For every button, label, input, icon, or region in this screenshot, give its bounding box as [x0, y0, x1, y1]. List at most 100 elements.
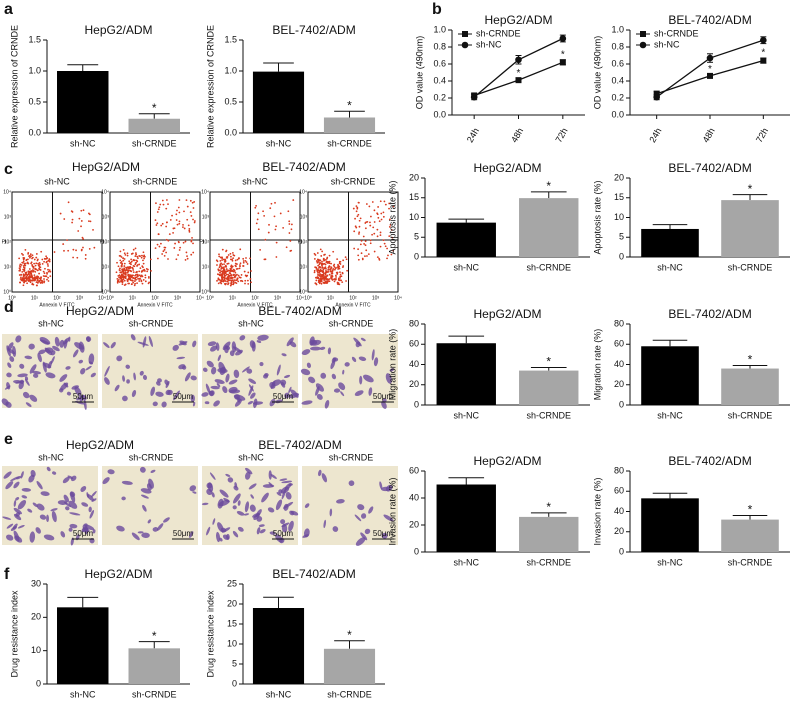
cell	[165, 389, 171, 396]
cell-dot	[273, 215, 276, 218]
cell-dot	[160, 242, 162, 245]
cell-dot	[130, 253, 133, 255]
cell-dot	[118, 254, 121, 257]
cell-dot	[232, 257, 235, 260]
cell	[217, 522, 224, 533]
cell-dot	[22, 273, 25, 276]
y-axis-label: PI	[200, 239, 205, 245]
cell-dot	[359, 243, 362, 246]
cell-dot	[290, 228, 293, 231]
cell	[20, 471, 24, 479]
cell-dot	[370, 215, 372, 218]
cell-dot	[235, 268, 238, 270]
cell	[29, 364, 37, 374]
cell-dot	[339, 273, 342, 276]
cell-dot	[316, 270, 319, 273]
cell-dot	[330, 276, 332, 279]
cell	[50, 356, 55, 365]
significance-mark: *	[708, 64, 712, 75]
x-tick-label: sh-CRNDE	[526, 557, 571, 567]
cell	[237, 526, 244, 532]
cell-dot	[339, 263, 342, 265]
x-tick-label: sh-NC	[266, 138, 292, 148]
cell	[189, 531, 194, 538]
cell-dot	[178, 211, 181, 214]
cell-dot	[245, 257, 247, 259]
cell	[206, 360, 214, 368]
bar	[323, 117, 376, 133]
cell	[164, 379, 169, 386]
cell-dot	[369, 221, 371, 224]
cell-dot	[239, 279, 242, 282]
cell	[327, 347, 332, 355]
cell-dot	[161, 199, 164, 202]
cell-dot	[29, 256, 31, 259]
cell-dot	[173, 227, 176, 230]
y-tick-label: 0.6	[611, 58, 624, 68]
cell-dot	[249, 257, 251, 260]
cell	[139, 466, 146, 473]
cell	[332, 357, 339, 362]
cell-dot	[323, 267, 325, 270]
condition-label: sh-NC	[44, 176, 70, 186]
y-tick-label: 0.8	[611, 41, 624, 51]
cell-dot	[139, 267, 142, 270]
cell-dot	[232, 279, 234, 282]
cell-dot	[326, 280, 329, 283]
cell	[248, 384, 254, 392]
cell-dot	[78, 217, 81, 220]
cell	[60, 382, 69, 391]
cell	[202, 367, 208, 373]
condition-label: sh-NC	[38, 452, 64, 462]
cell	[245, 467, 253, 475]
cell-dot	[36, 269, 39, 272]
cell-dot	[263, 214, 266, 217]
cell	[289, 510, 295, 516]
cell-dot	[386, 247, 388, 250]
cell-dot	[219, 274, 222, 277]
cell-dot	[230, 282, 232, 284]
cell	[248, 483, 257, 490]
cell	[57, 500, 68, 505]
cell-dot	[234, 259, 237, 262]
cell	[69, 491, 76, 498]
cell-dot	[244, 279, 247, 282]
y-axis-label: OD value (490nm)	[592, 36, 602, 110]
cell	[234, 482, 238, 488]
x-tick-label: sh-NC	[453, 410, 479, 420]
chart-title: HepG2/ADM	[473, 454, 541, 468]
cell	[269, 531, 276, 535]
y-tick-label: 10⁴	[101, 189, 109, 195]
cell	[233, 493, 241, 504]
y-tick-label: 0.2	[433, 92, 446, 102]
cell	[32, 502, 38, 508]
cell-dot	[184, 259, 187, 261]
cell	[190, 375, 197, 381]
cell-dot	[71, 218, 74, 221]
cell-dot	[165, 225, 168, 228]
cell-dot	[230, 279, 233, 282]
cell-dot	[142, 266, 144, 269]
cell-dot	[337, 263, 339, 266]
bar	[721, 200, 779, 257]
cell	[275, 534, 283, 543]
cell-dot	[59, 212, 62, 215]
cell	[315, 383, 325, 392]
cell-dot	[336, 281, 339, 284]
cell	[216, 383, 221, 388]
cell-dot	[346, 269, 349, 272]
cell-dot	[186, 255, 188, 258]
cell	[286, 337, 294, 347]
cell-dot	[182, 226, 184, 229]
cell-dot	[353, 247, 356, 250]
cell-dot	[22, 284, 25, 287]
cell-dot	[40, 250, 43, 253]
cell-dot	[328, 260, 331, 263]
cell	[70, 475, 77, 482]
cell-dot	[92, 229, 94, 231]
y-tick-label: 20	[614, 379, 624, 389]
cell-dot	[41, 280, 44, 282]
cell-dot	[226, 278, 229, 281]
cell-dot	[254, 206, 257, 209]
